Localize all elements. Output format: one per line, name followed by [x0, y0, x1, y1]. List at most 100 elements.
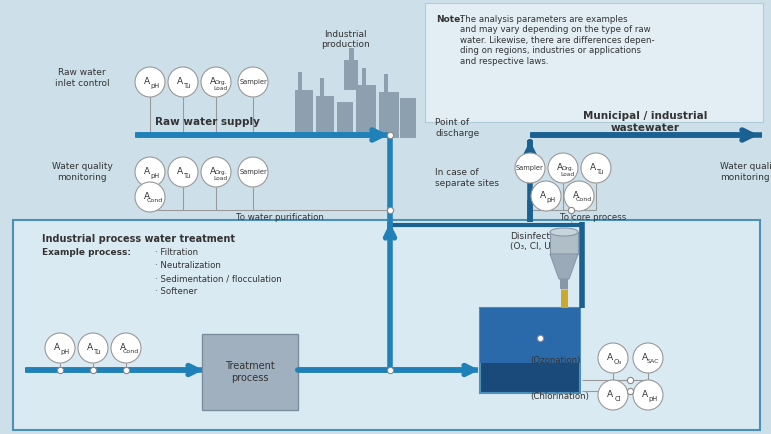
Bar [320, 78, 324, 96]
Bar [362, 68, 366, 88]
FancyBboxPatch shape [202, 334, 298, 410]
Circle shape [515, 153, 545, 183]
Circle shape [581, 153, 611, 183]
Text: Load: Load [214, 176, 228, 181]
Text: · Sedimentation / flocculation: · Sedimentation / flocculation [155, 274, 281, 283]
Circle shape [564, 181, 594, 211]
Text: A: A [573, 191, 579, 200]
Text: A: A [642, 390, 648, 399]
Text: Industrial process water treatment: Industrial process water treatment [42, 234, 235, 244]
Text: A: A [210, 167, 217, 176]
Text: A: A [210, 77, 217, 86]
Text: Sampler: Sampler [239, 79, 267, 85]
Bar [550, 232, 578, 254]
Text: A: A [557, 163, 564, 172]
Bar [560, 279, 568, 289]
Circle shape [238, 67, 268, 97]
Circle shape [135, 157, 165, 187]
Text: · Neutralization: · Neutralization [155, 261, 221, 270]
Bar [379, 92, 399, 138]
Text: Tu: Tu [184, 173, 191, 179]
Circle shape [45, 333, 75, 363]
Text: Tu: Tu [598, 169, 604, 175]
Text: A: A [144, 192, 150, 201]
Text: A: A [54, 343, 60, 352]
Bar [295, 90, 313, 138]
Bar [356, 85, 376, 138]
Text: To core process: To core process [560, 214, 626, 223]
Text: A: A [540, 191, 547, 200]
Text: (Ozonation): (Ozonation) [530, 355, 581, 365]
Text: A: A [144, 77, 150, 86]
Circle shape [111, 333, 141, 363]
Polygon shape [550, 254, 578, 279]
Text: Example process:: Example process: [42, 248, 131, 257]
Text: pH: pH [150, 173, 160, 179]
Text: pH: pH [150, 83, 160, 89]
FancyBboxPatch shape [13, 220, 760, 430]
Text: Tu: Tu [184, 83, 191, 89]
Text: Treatment
process: Treatment process [225, 361, 275, 383]
Text: Cond: Cond [146, 198, 163, 203]
Bar [298, 72, 302, 90]
Text: Sampler: Sampler [516, 165, 544, 171]
Text: Municipal / industrial
wastewater: Municipal / industrial wastewater [583, 111, 707, 133]
Text: A: A [144, 167, 150, 176]
Text: A: A [642, 353, 648, 362]
Bar [316, 96, 334, 138]
Text: Cl: Cl [614, 396, 621, 402]
Text: SAC: SAC [647, 359, 659, 364]
Circle shape [633, 380, 663, 410]
Text: O₃: O₃ [614, 359, 622, 365]
Text: To water purification: To water purification [236, 214, 324, 223]
Circle shape [135, 67, 165, 97]
Circle shape [135, 182, 165, 212]
Bar [480, 308, 580, 393]
Text: A: A [591, 163, 596, 172]
Text: Water quality
monitoring: Water quality monitoring [720, 162, 771, 182]
Text: A: A [120, 343, 126, 352]
Circle shape [78, 333, 108, 363]
Text: A: A [608, 353, 614, 362]
Text: A: A [177, 167, 183, 176]
Text: Cond: Cond [123, 349, 139, 354]
Text: Water quality
monitoring: Water quality monitoring [52, 162, 113, 182]
Circle shape [598, 380, 628, 410]
Circle shape [168, 157, 198, 187]
Circle shape [548, 153, 578, 183]
Text: A: A [177, 77, 183, 86]
Text: Org.: Org. [214, 80, 227, 85]
Ellipse shape [550, 228, 578, 236]
Text: Load: Load [561, 172, 575, 177]
Circle shape [201, 67, 231, 97]
Text: Raw water
inlet control: Raw water inlet control [55, 68, 109, 88]
Text: Cond: Cond [576, 197, 592, 202]
Text: pH: pH [648, 396, 658, 402]
Text: · Softener: · Softener [155, 287, 197, 296]
Bar [337, 102, 353, 138]
Text: (Chlorination): (Chlorination) [530, 392, 589, 401]
Bar [344, 60, 358, 90]
FancyBboxPatch shape [425, 3, 763, 122]
Text: A: A [87, 343, 93, 352]
Text: Org.: Org. [214, 170, 227, 175]
Circle shape [633, 343, 663, 373]
Bar [384, 74, 388, 92]
Text: Industrial
production: Industrial production [321, 30, 369, 49]
Text: Point of
discharge: Point of discharge [435, 118, 480, 138]
Bar [480, 308, 580, 363]
Text: pH: pH [60, 349, 69, 355]
Text: A: A [608, 390, 614, 399]
Bar [400, 98, 416, 138]
Circle shape [238, 157, 268, 187]
Text: Sampler: Sampler [239, 169, 267, 175]
Text: · Filtration: · Filtration [155, 248, 198, 257]
Text: The analysis parameters are examples
and may vary depending on the type of raw
w: The analysis parameters are examples and… [460, 15, 655, 66]
Text: In case of
separate sites: In case of separate sites [435, 168, 499, 187]
Text: Disinfection
(O₃, Cl, UV, ...): Disinfection (O₃, Cl, UV, ...) [510, 232, 574, 251]
Circle shape [168, 67, 198, 97]
Circle shape [598, 343, 628, 373]
Circle shape [201, 157, 231, 187]
Text: Load: Load [214, 86, 228, 91]
Text: Tu: Tu [94, 349, 102, 355]
